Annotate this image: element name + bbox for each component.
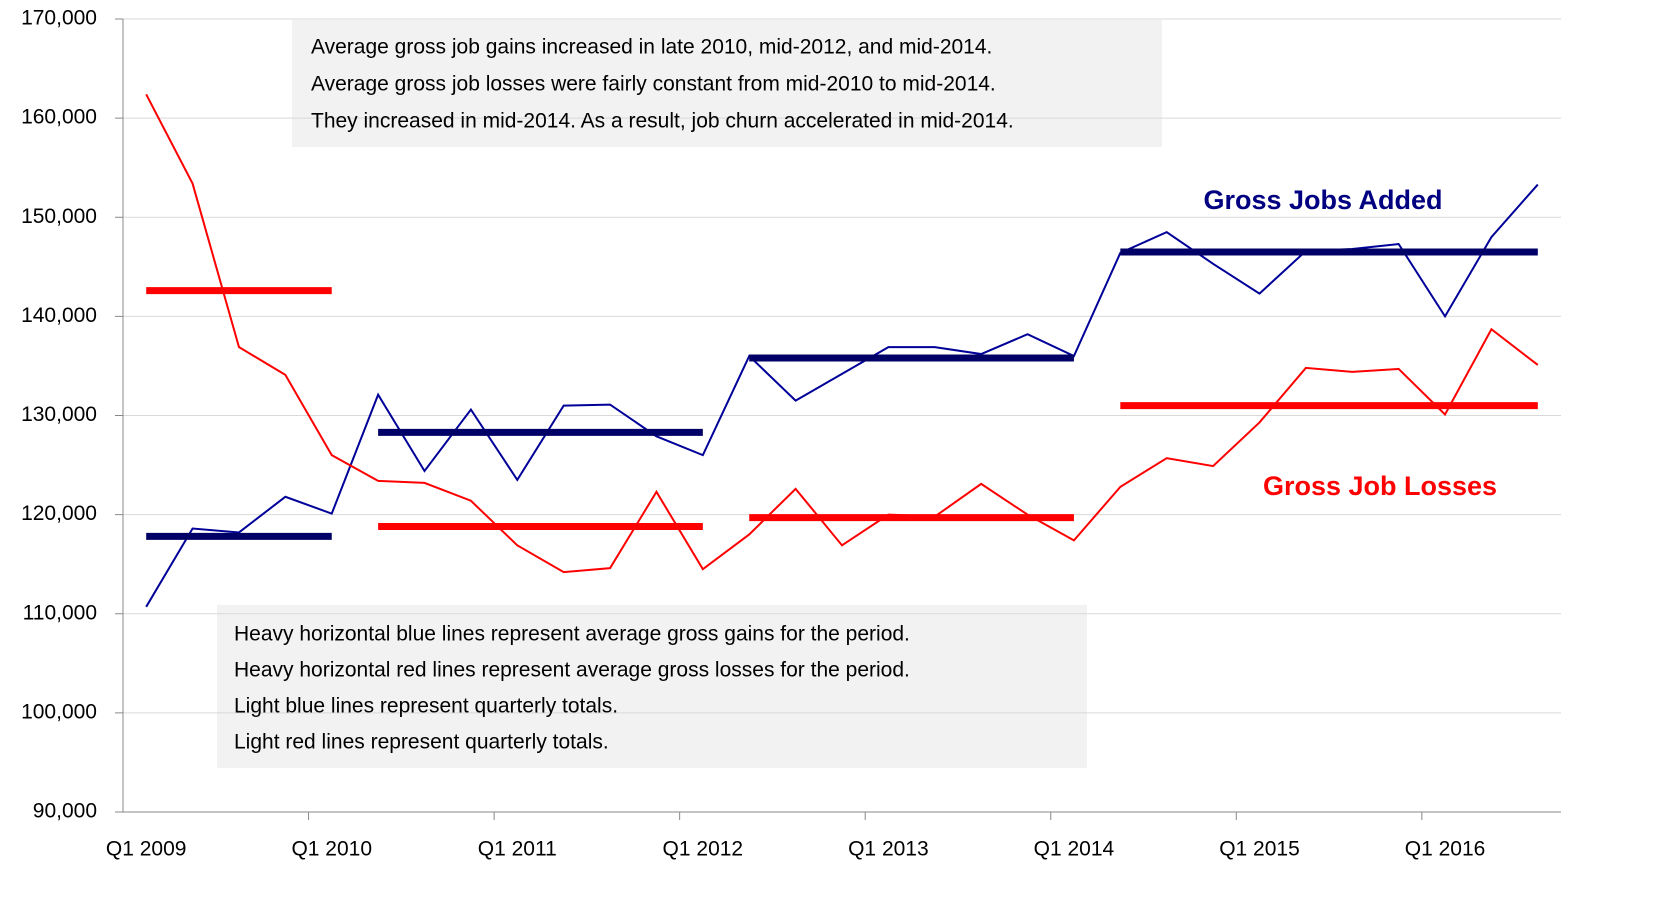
x-tick-label: Q1 2009: [106, 838, 187, 861]
x-tick-label: Q1 2014: [1034, 838, 1115, 861]
y-tick-label: 90,000: [33, 800, 97, 823]
annotation-text: Light red lines represent quarterly tota…: [234, 731, 609, 754]
series-label: Gross Job Losses: [1263, 471, 1497, 501]
annotation-text: Average gross job gains increased in lat…: [311, 36, 992, 59]
y-tick-label: 130,000: [21, 403, 97, 426]
y-tick-label: 100,000: [21, 700, 97, 723]
y-tick-label: 110,000: [23, 601, 97, 624]
annotation-box: [217, 605, 1087, 768]
y-tick-label: 150,000: [21, 205, 97, 228]
y-tick-label: 140,000: [21, 304, 97, 327]
x-tick-label: Q1 2015: [1219, 838, 1300, 861]
series-label: Gross Jobs Added: [1203, 185, 1442, 215]
annotation-box: [292, 20, 1162, 147]
annotation-text: They increased in mid-2014. As a result,…: [311, 110, 1014, 133]
y-tick-label: 160,000: [21, 106, 97, 129]
annotation-text: Average gross job losses were fairly con…: [311, 73, 996, 96]
x-tick-label: Q1 2010: [291, 838, 372, 861]
series-line: [145, 93, 1539, 574]
x-tick-label: Q1 2012: [663, 838, 744, 861]
series-line: [145, 183, 1539, 608]
annotation-text: Light blue lines represent quarterly tot…: [234, 695, 618, 718]
x-tick-label: Q1 2013: [848, 838, 929, 861]
annotation-text: Heavy horizontal red lines represent ave…: [234, 659, 910, 682]
y-tick-label: 120,000: [21, 502, 97, 525]
x-tick-label: Q1 2011: [478, 838, 557, 861]
x-tick-label: Q1 2016: [1405, 838, 1486, 861]
annotation-text: Heavy horizontal blue lines represent av…: [234, 623, 910, 646]
y-tick-label: 170,000: [21, 7, 97, 30]
